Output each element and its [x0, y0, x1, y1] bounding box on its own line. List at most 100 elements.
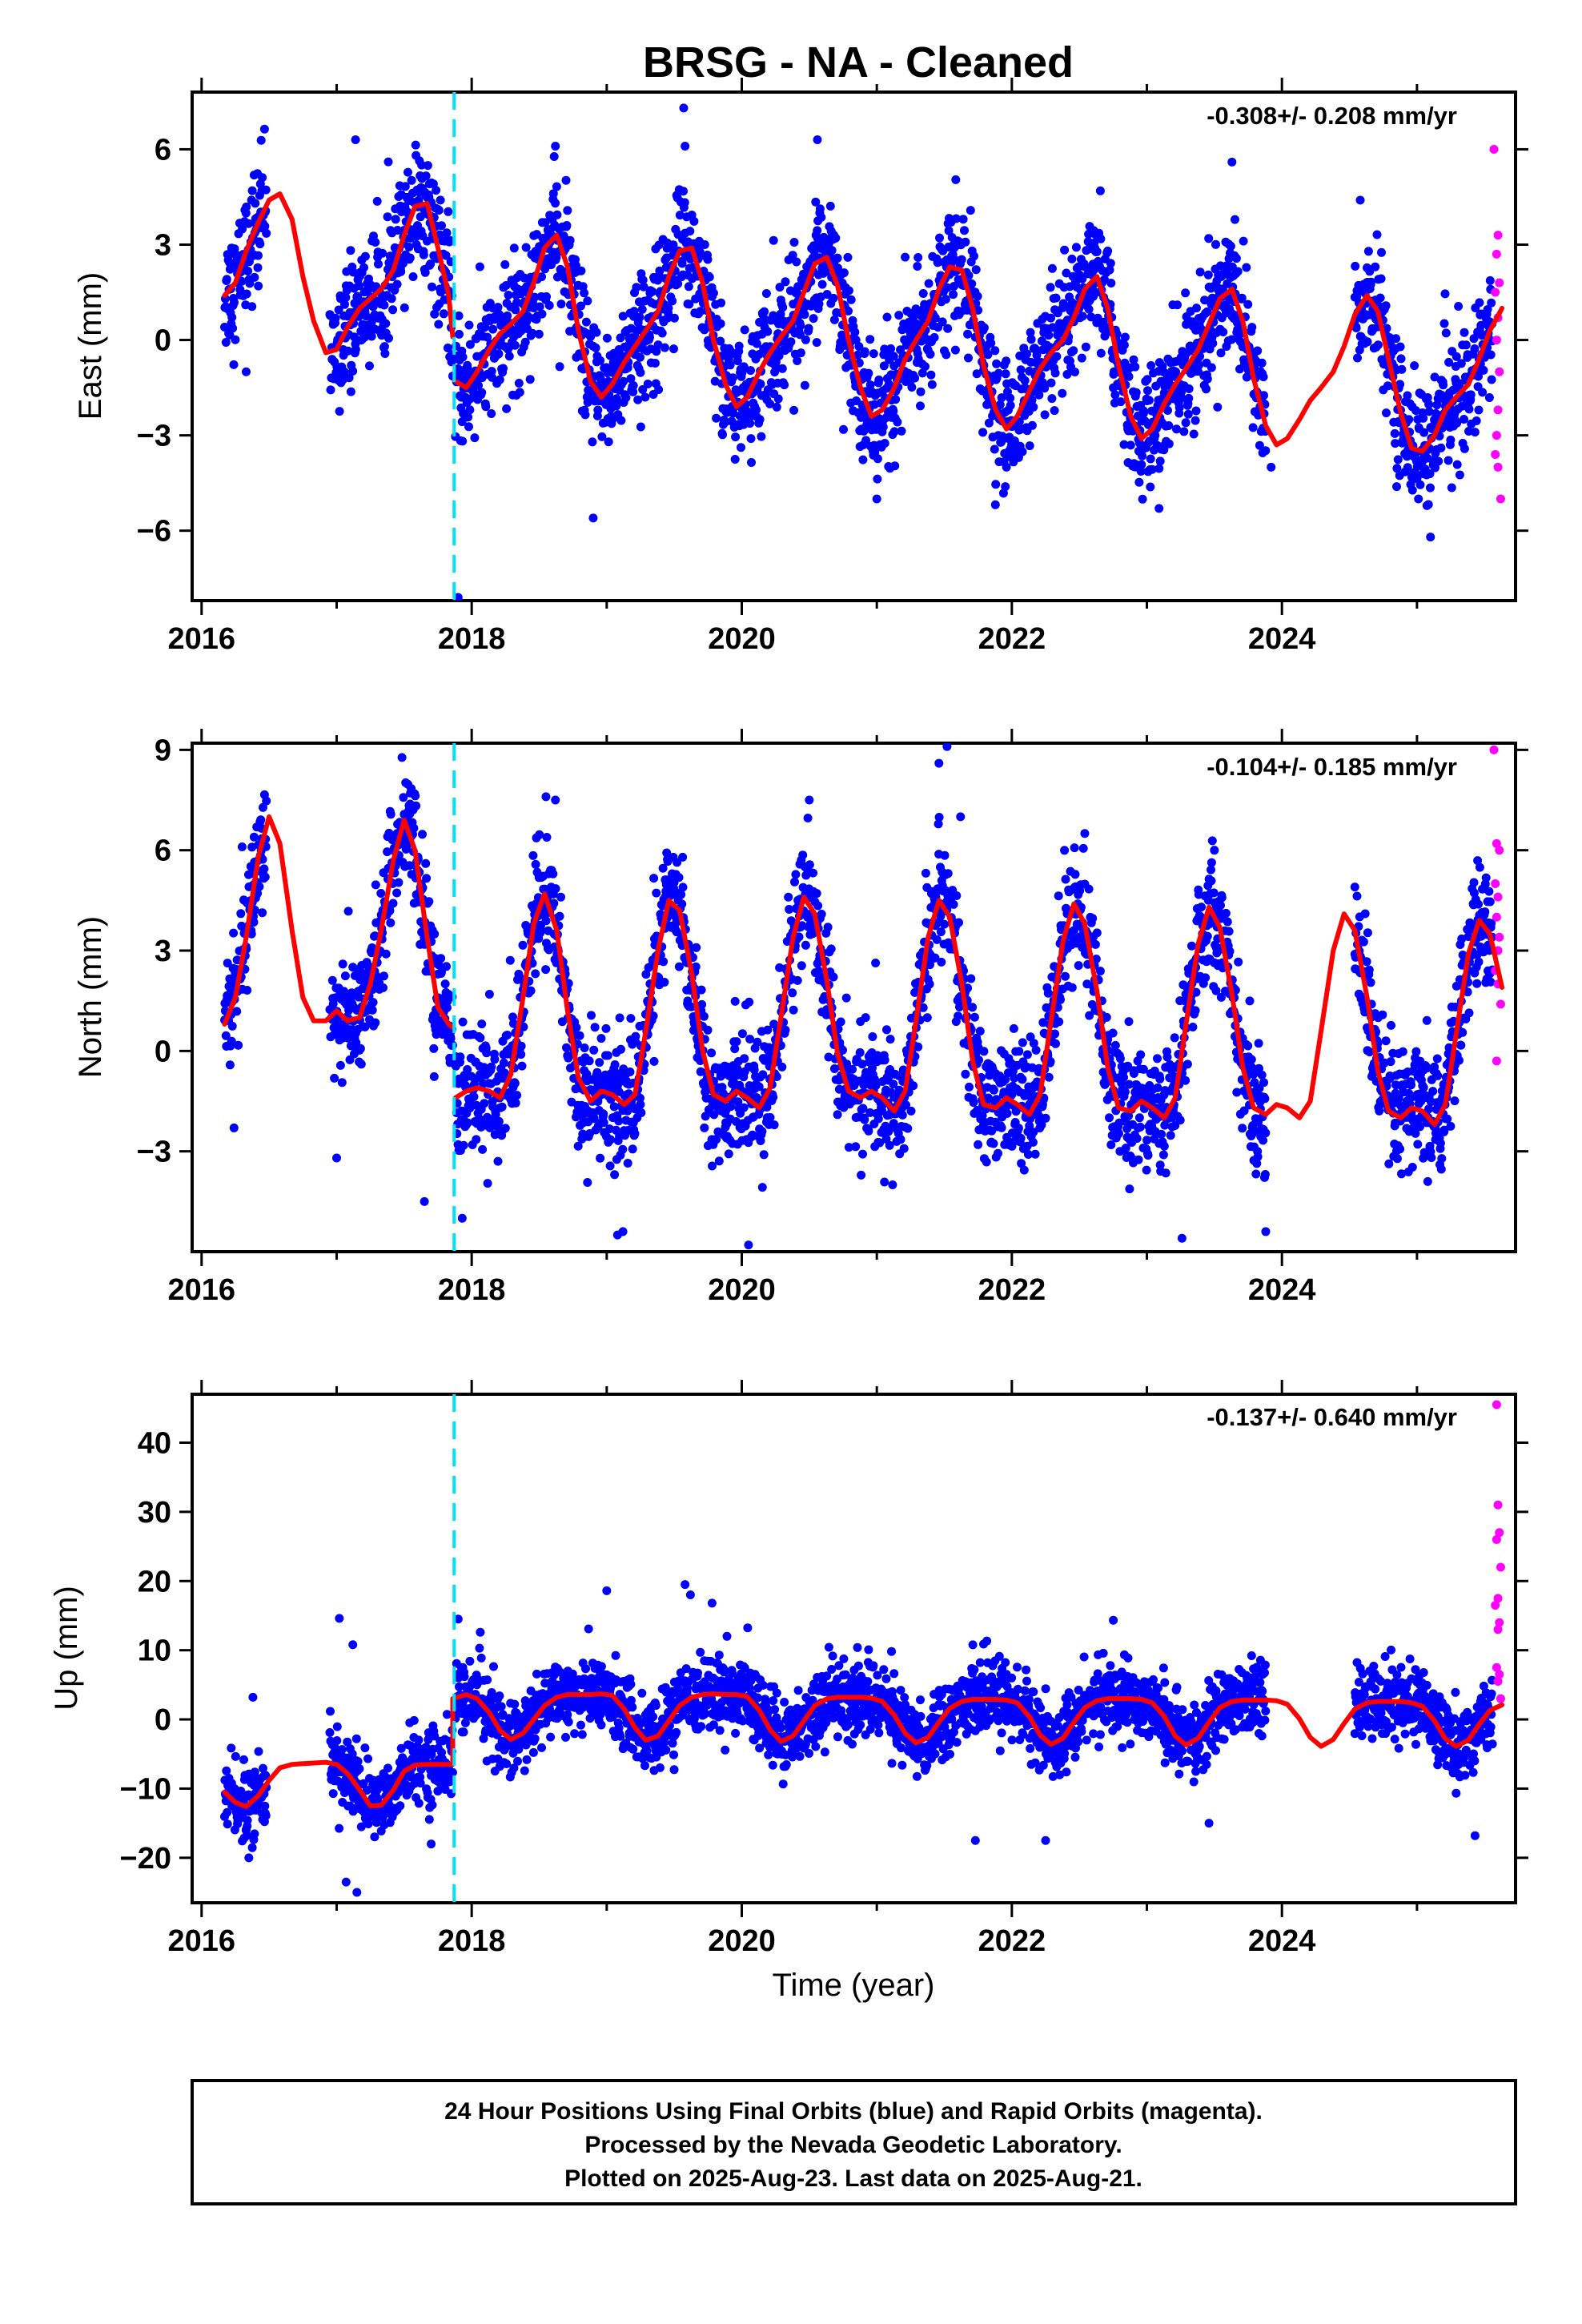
east-final-point	[703, 255, 713, 264]
east-final-point	[933, 258, 942, 267]
north-final-point	[606, 1135, 615, 1144]
east-final-point	[648, 287, 657, 296]
north-final-point	[399, 793, 408, 802]
north-final-point	[517, 1061, 527, 1071]
north-final-point	[708, 1161, 717, 1171]
north-final-point	[232, 1007, 242, 1016]
north-final-point	[421, 858, 431, 868]
east-final-point	[1259, 372, 1268, 382]
north-final-point	[500, 1124, 510, 1133]
east-final-point	[493, 303, 503, 312]
north-final-point	[1046, 1057, 1055, 1066]
north-final-point	[833, 1110, 842, 1120]
east-final-point	[1116, 397, 1126, 407]
north-final-point	[541, 916, 551, 926]
east-rapid-point	[1492, 336, 1501, 345]
east-final-point	[893, 417, 902, 427]
east-final-point	[1172, 424, 1181, 434]
east-final-point	[907, 383, 917, 392]
north-final-point	[692, 943, 701, 952]
east-final-point	[1363, 337, 1372, 347]
east-final-point	[602, 333, 612, 343]
east-final-point	[1200, 296, 1210, 305]
north-final-point	[472, 1135, 481, 1144]
east-final-point	[247, 186, 257, 195]
north-final-point	[649, 874, 659, 883]
east-final-point	[1219, 328, 1228, 337]
east-final-point	[618, 312, 628, 321]
north-final-point	[249, 832, 259, 842]
east-final-point	[458, 436, 468, 446]
east-final-point	[669, 344, 678, 354]
north-plot-content	[220, 743, 1505, 1252]
east-final-point	[804, 324, 813, 333]
east-final-point	[1474, 372, 1483, 381]
east-final-point	[951, 175, 961, 184]
north-final-point	[1060, 846, 1070, 855]
east-final-point	[675, 211, 685, 220]
north-final-point	[994, 1148, 1002, 1158]
north-final-point	[508, 1012, 517, 1022]
north-final-point	[1054, 891, 1063, 901]
east-final-point	[346, 387, 355, 396]
east-final-point	[521, 243, 531, 252]
east-final-point	[1475, 298, 1484, 308]
north-final-point	[330, 1073, 339, 1083]
east-final-point	[628, 381, 638, 390]
east-final-point	[889, 407, 898, 416]
north-final-point	[925, 979, 934, 989]
north-final-point	[1051, 1039, 1060, 1048]
east-final-point	[1106, 259, 1115, 268]
north-final-point	[371, 880, 380, 890]
east-final-point	[1395, 380, 1405, 389]
east-final-point	[843, 252, 853, 262]
north-final-point	[442, 962, 451, 971]
east-final-point	[384, 333, 393, 343]
east-final-point	[756, 380, 765, 388]
east-final-point	[746, 434, 756, 444]
east-final-point	[565, 235, 575, 245]
east-final-point	[260, 222, 270, 231]
east-final-point	[341, 293, 351, 302]
east-final-point	[501, 281, 511, 290]
east-final-outlier	[872, 494, 881, 504]
east-final-point	[442, 228, 452, 238]
east-final-point	[1255, 440, 1264, 450]
north-final-point	[519, 1022, 528, 1031]
north-final-point	[758, 1070, 768, 1080]
east-final-point	[970, 251, 978, 261]
east-final-point	[636, 352, 644, 362]
east-final-point	[350, 332, 359, 342]
north-final-point	[762, 1103, 772, 1112]
east-final-point	[1351, 324, 1361, 332]
north-final-point	[677, 899, 687, 909]
east-final-point	[1006, 400, 1015, 410]
east-final-point	[231, 335, 240, 344]
east-final-outlier	[679, 103, 689, 113]
east-final-point	[865, 380, 875, 390]
east-final-point	[500, 259, 510, 269]
chart-title: BRSG - NA - Cleaned	[643, 38, 1074, 86]
east-final-point	[1425, 469, 1435, 479]
east-rapid-point	[1493, 231, 1503, 240]
east-final-point	[597, 432, 607, 441]
east-final-point	[657, 328, 667, 338]
east-final-point	[829, 293, 838, 303]
east-final-point	[689, 216, 699, 226]
north-final-point	[631, 1031, 640, 1041]
east-final-point	[796, 321, 805, 331]
east-final-point	[718, 430, 727, 440]
north-final-point	[712, 1135, 721, 1144]
east-final-point	[1183, 409, 1193, 419]
north-final-point	[503, 1031, 512, 1039]
east-final-point	[1182, 348, 1191, 358]
east-final-point	[679, 187, 688, 196]
east-final-point	[1231, 254, 1241, 263]
north-final-point	[934, 819, 943, 829]
north-final-point	[491, 1110, 500, 1120]
east-final-point	[1146, 454, 1155, 464]
north-final-point	[769, 1092, 778, 1102]
east-final-point	[1247, 323, 1257, 332]
east-final-point	[1484, 393, 1494, 402]
east-final-point	[1159, 445, 1169, 455]
